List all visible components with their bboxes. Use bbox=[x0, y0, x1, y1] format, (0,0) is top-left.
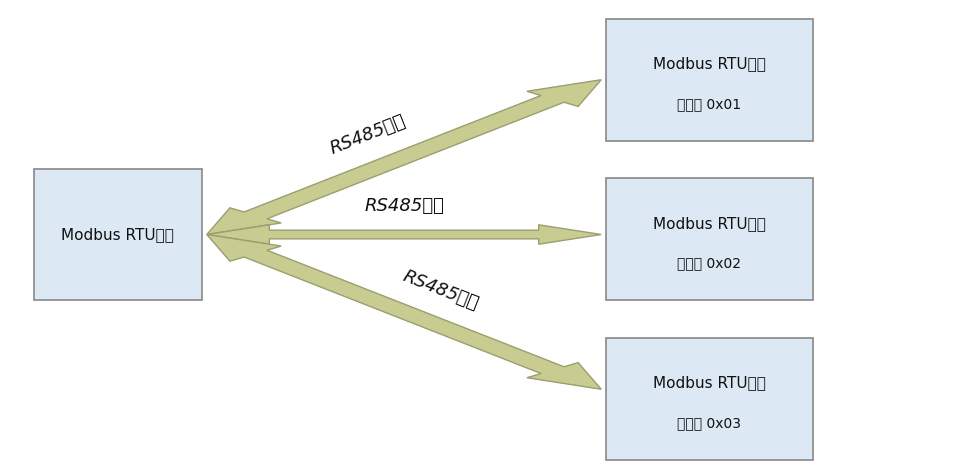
Text: Modbus RTU从机: Modbus RTU从机 bbox=[653, 216, 765, 231]
Text: RS485通信: RS485通信 bbox=[400, 267, 480, 313]
Polygon shape bbox=[207, 80, 601, 234]
Text: RS485通信: RS485通信 bbox=[363, 197, 444, 215]
Text: 地址： 0x02: 地址： 0x02 bbox=[677, 257, 741, 271]
Text: Modbus RTU从机: Modbus RTU从机 bbox=[653, 56, 765, 71]
FancyBboxPatch shape bbox=[605, 19, 812, 141]
Text: Modbus RTU从机: Modbus RTU从机 bbox=[653, 375, 765, 390]
Polygon shape bbox=[207, 234, 601, 389]
Text: 地址： 0x01: 地址： 0x01 bbox=[677, 97, 741, 111]
FancyBboxPatch shape bbox=[605, 338, 812, 460]
FancyBboxPatch shape bbox=[34, 169, 202, 300]
Text: 地址： 0x03: 地址： 0x03 bbox=[677, 416, 741, 430]
Text: Modbus RTU主机: Modbus RTU主机 bbox=[62, 227, 174, 242]
Polygon shape bbox=[207, 225, 601, 244]
Text: RS485通信: RS485通信 bbox=[327, 112, 407, 158]
FancyBboxPatch shape bbox=[605, 178, 812, 300]
